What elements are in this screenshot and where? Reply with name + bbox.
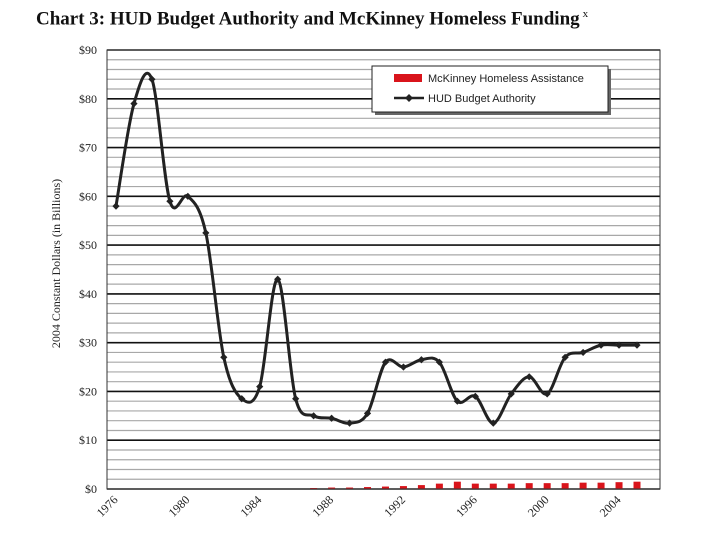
marker-hud-budget — [363, 409, 372, 417]
bar-mckinney — [525, 483, 533, 489]
bar-mckinney — [453, 481, 461, 489]
marker-hud-budget — [310, 412, 318, 420]
y-tick-label: $40 — [79, 287, 97, 301]
y-axis-label: 2004 Constant Dollars (in Billions) — [49, 179, 63, 348]
bar-mckinney — [346, 487, 354, 489]
marker-hud-budget — [579, 348, 587, 357]
legend-swatch-marker — [405, 94, 413, 102]
marker-hud-budget — [274, 275, 282, 283]
chart-title-text: Chart 3: HUD Budget Authority and McKinn… — [36, 8, 580, 30]
bars-group — [310, 481, 641, 489]
bar-mckinney — [561, 483, 569, 489]
bar-mckinney — [364, 487, 372, 489]
marker-hud-budget — [633, 341, 641, 349]
line-group — [112, 71, 641, 427]
marker-hud-budget — [561, 353, 569, 361]
bar-mckinney — [633, 481, 641, 489]
marker-hud-budget — [292, 395, 300, 403]
title-footnote-mark: x — [582, 8, 589, 20]
marker-hud-budget — [381, 358, 390, 366]
x-tick-label: 1980 — [166, 493, 193, 520]
bar-mckinney — [417, 485, 425, 489]
x-tick-label: 2004 — [597, 493, 624, 520]
line-hud-budget — [114, 71, 637, 425]
marker-hud-budget — [256, 382, 264, 391]
bar-mckinney — [543, 483, 551, 489]
x-tick-label: 1976 — [94, 493, 121, 520]
marker-hud-budget — [166, 197, 174, 205]
legend-swatch-bars — [394, 74, 422, 82]
x-tick-label: 1996 — [453, 493, 480, 520]
marker-hud-budget — [345, 419, 354, 427]
marker-hud-budget — [417, 356, 426, 364]
y-tick-label: $30 — [79, 336, 97, 350]
y-tick-label: $20 — [79, 384, 97, 398]
x-tick-label: 1984 — [237, 493, 264, 520]
marker-hud-budget — [220, 353, 228, 361]
marker-hud-budget — [112, 202, 120, 210]
bar-mckinney — [489, 483, 497, 489]
chart-title: Chart 3: HUD Budget Authority and McKinn… — [36, 8, 588, 30]
axes: $0 $10 $20 $30 $40 $50 $60 $70 $80 $90 2004 Consta… — [49, 43, 661, 520]
bar-mckinney — [597, 482, 605, 489]
y-tick-label: $80 — [79, 92, 97, 106]
y-tick-label: $0 — [85, 482, 97, 496]
plot-frame — [106, 49, 661, 490]
bar-mckinney — [471, 483, 479, 489]
y-tick-label: $10 — [79, 433, 97, 447]
legend-label-hud: HUD Budget Authority — [428, 93, 536, 105]
x-tick-label: 2000 — [525, 493, 552, 520]
marker-hud-budget — [238, 395, 246, 403]
y-tick-label: $70 — [79, 141, 97, 155]
marker-hud-budget — [543, 390, 551, 398]
bar-mckinney — [381, 486, 389, 489]
y-tick-label: $90 — [79, 43, 97, 57]
bar-mckinney — [435, 483, 443, 489]
bar-mckinney — [328, 487, 336, 489]
marker-hud-budget — [202, 229, 210, 237]
bar-mckinney — [615, 482, 623, 489]
legend: McKinney Homeless Assistance HUD Budget A… — [371, 65, 611, 115]
grid — [107, 49, 660, 490]
y-tick-label: $50 — [79, 238, 97, 252]
marker-hud-budget — [399, 363, 408, 371]
marker-hud-budget — [130, 100, 138, 108]
legend-box — [371, 65, 609, 113]
legend-label-mckinney: McKinney Homeless Assistance — [428, 73, 584, 85]
marker-hud-budget — [615, 341, 623, 349]
marker-hud-budget — [471, 392, 479, 400]
marker-hud-budget — [148, 75, 156, 83]
y-tick-label: $60 — [79, 189, 97, 203]
marker-hud-budget — [327, 414, 336, 422]
x-tick-label: 1988 — [309, 493, 336, 520]
x-tick-label: 1992 — [381, 493, 408, 520]
marker-hud-budget — [489, 419, 497, 427]
marker-hud-budget — [597, 341, 605, 349]
bar-mckinney — [507, 483, 515, 489]
marker-hud-budget — [184, 192, 192, 200]
marker-hud-budget — [525, 373, 533, 381]
bar-mckinney — [399, 486, 407, 489]
bar-mckinney — [579, 482, 587, 489]
marker-hud-budget — [507, 390, 515, 398]
marker-hud-budget — [453, 397, 461, 405]
marker-hud-budget — [435, 358, 443, 366]
